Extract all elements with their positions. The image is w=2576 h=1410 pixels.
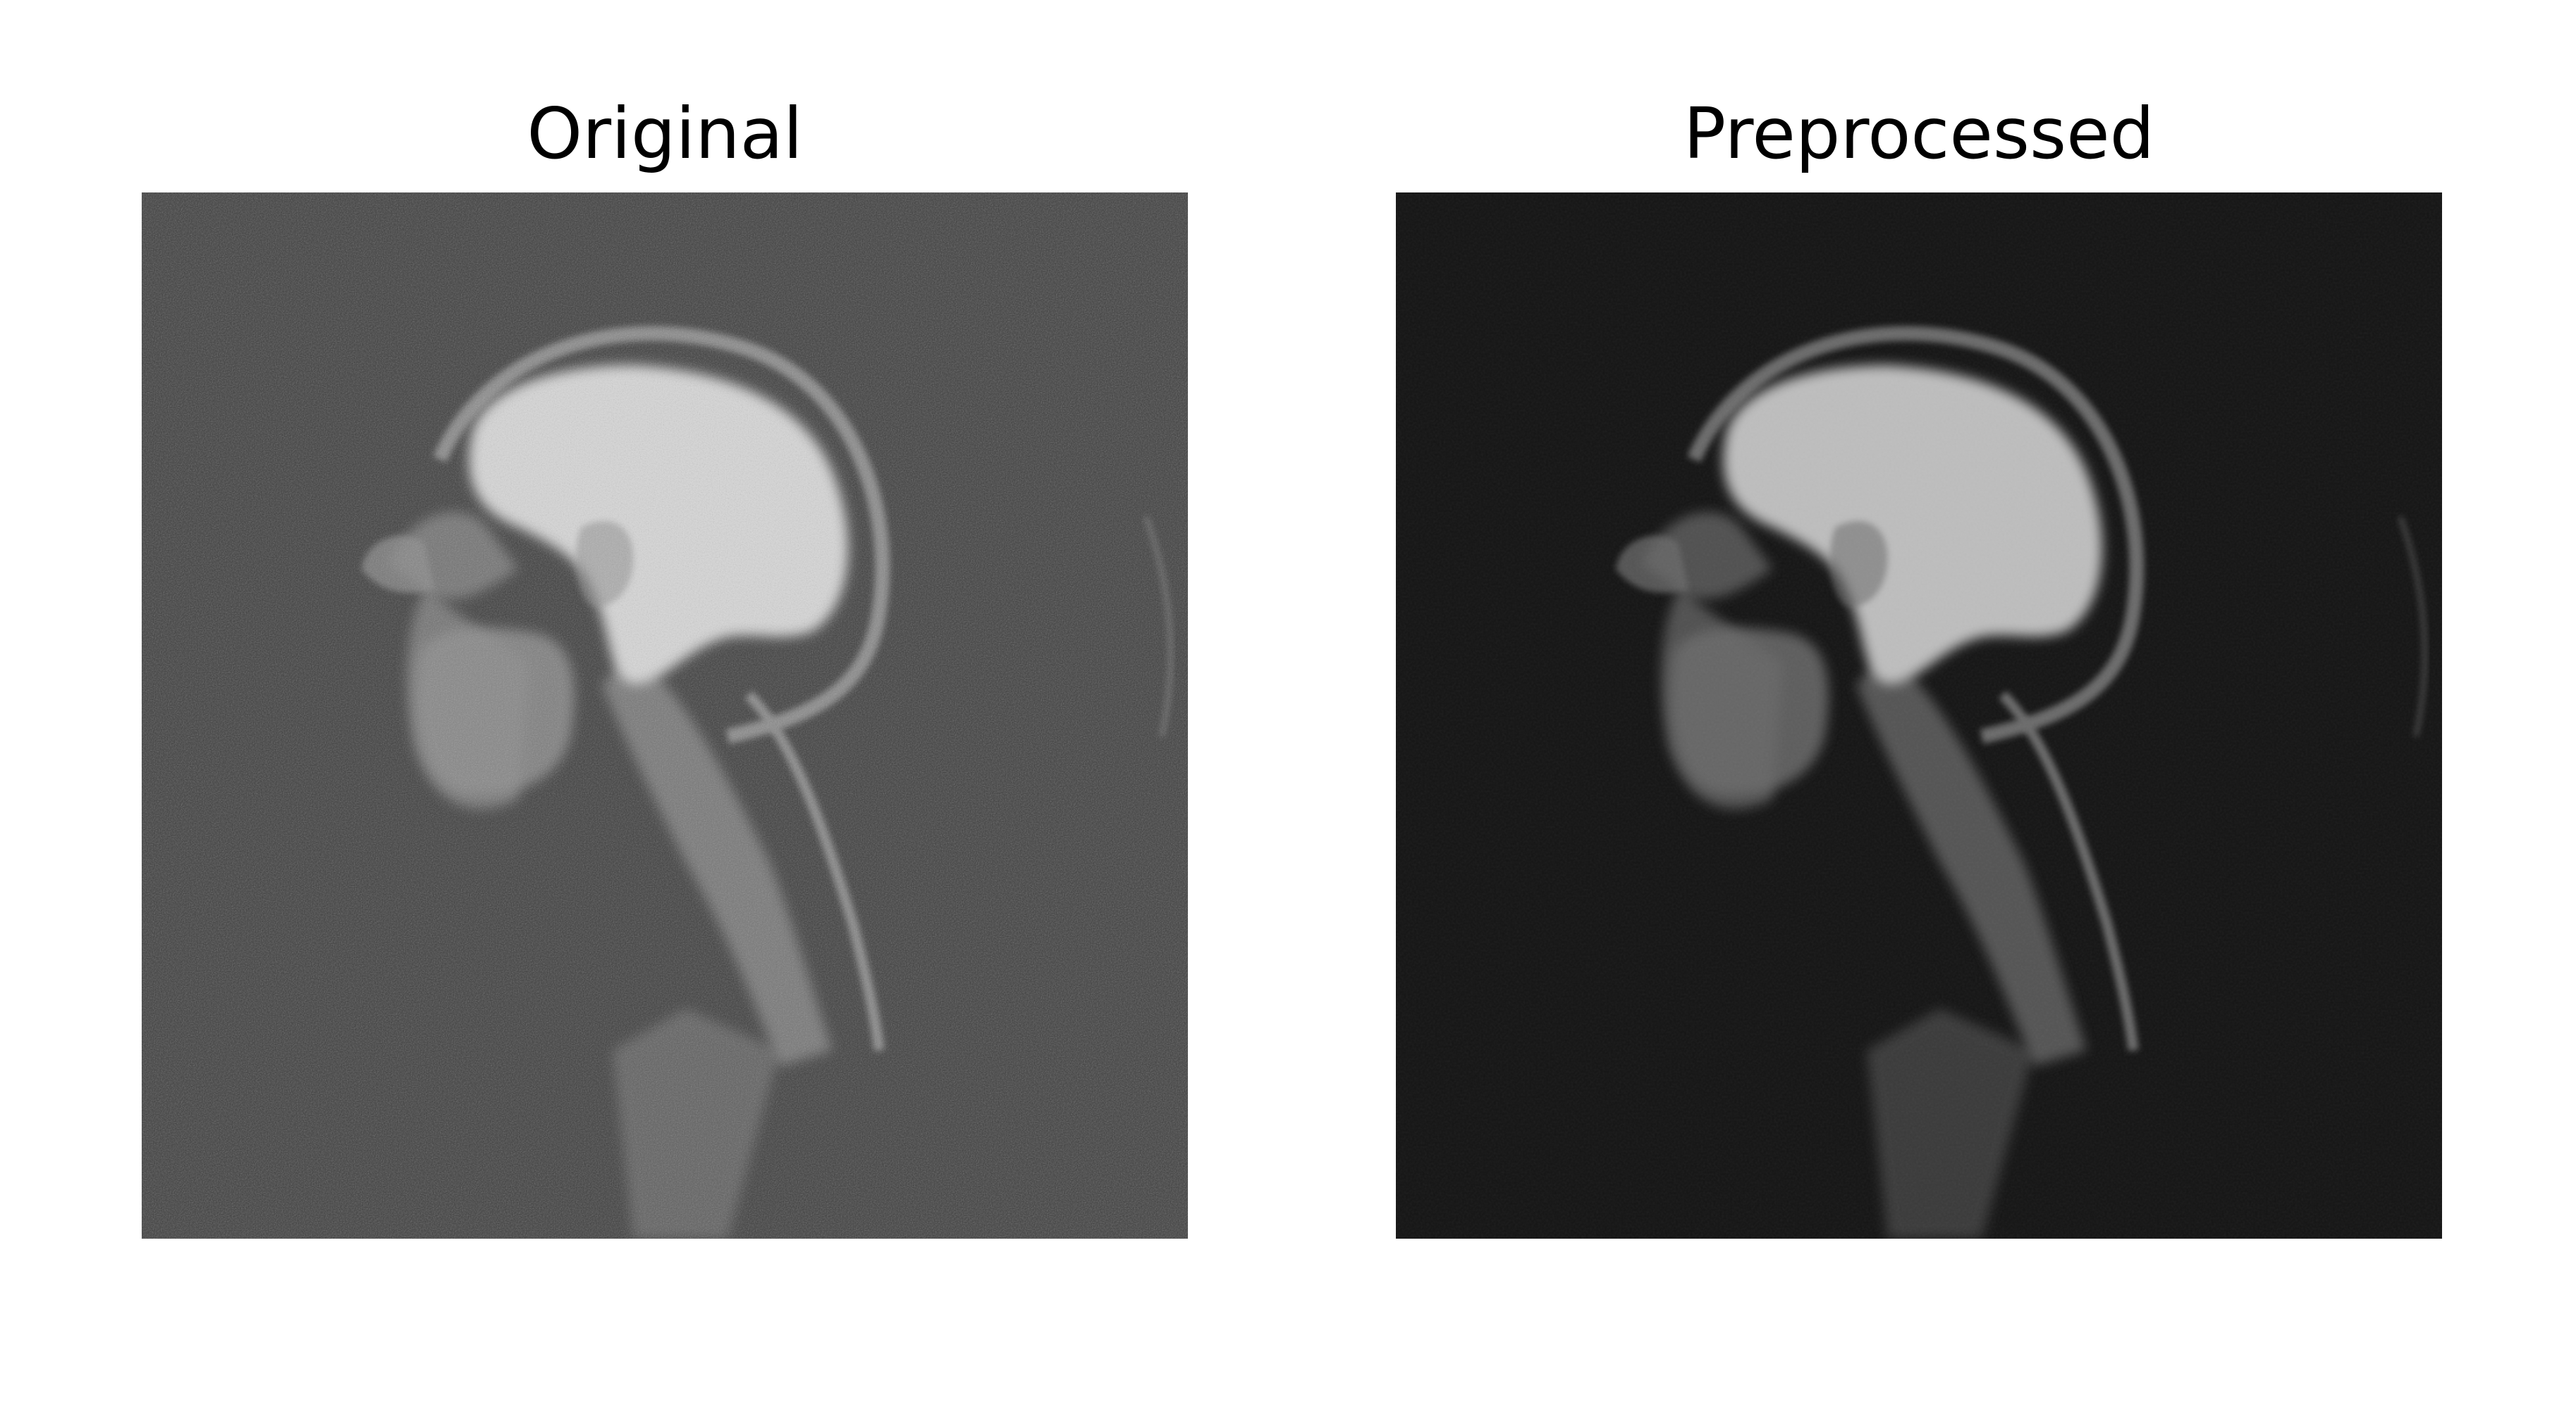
original-mri-svg: [142, 192, 1188, 1239]
preprocessed-noise-overlay: [1396, 192, 2442, 1239]
original-noise-overlay: [142, 192, 1188, 1239]
panel-title-original: Original: [527, 92, 803, 175]
panel-title-preprocessed: Preprocessed: [1683, 92, 2155, 175]
original-mri-image: [142, 192, 1188, 1239]
preprocessed-mri-svg: [1396, 192, 2442, 1239]
preprocessed-mri-image: [1396, 192, 2442, 1239]
